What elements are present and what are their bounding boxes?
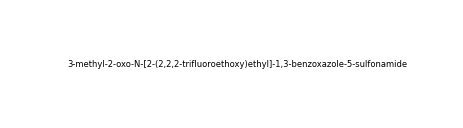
Text: 3-methyl-2-oxo-N-[2-(2,2,2-trifluoroethoxy)ethyl]-1,3-benzoxazole-5-sulfonamide: 3-methyl-2-oxo-N-[2-(2,2,2-trifluoroetho… (68, 60, 407, 69)
